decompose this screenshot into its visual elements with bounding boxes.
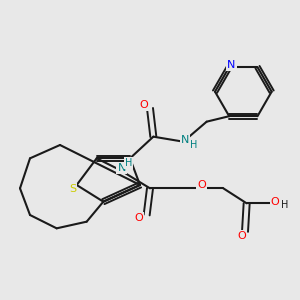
Text: O: O	[237, 231, 246, 241]
Text: O: O	[134, 213, 143, 223]
Text: O: O	[139, 100, 148, 110]
Text: N: N	[118, 163, 126, 173]
Text: H: H	[190, 140, 197, 150]
Text: N: N	[227, 60, 236, 70]
Text: H: H	[124, 158, 132, 168]
Text: N: N	[181, 135, 189, 145]
Text: S: S	[69, 184, 76, 194]
Text: O: O	[197, 180, 206, 190]
Text: O: O	[271, 197, 279, 207]
Text: H: H	[281, 200, 289, 210]
